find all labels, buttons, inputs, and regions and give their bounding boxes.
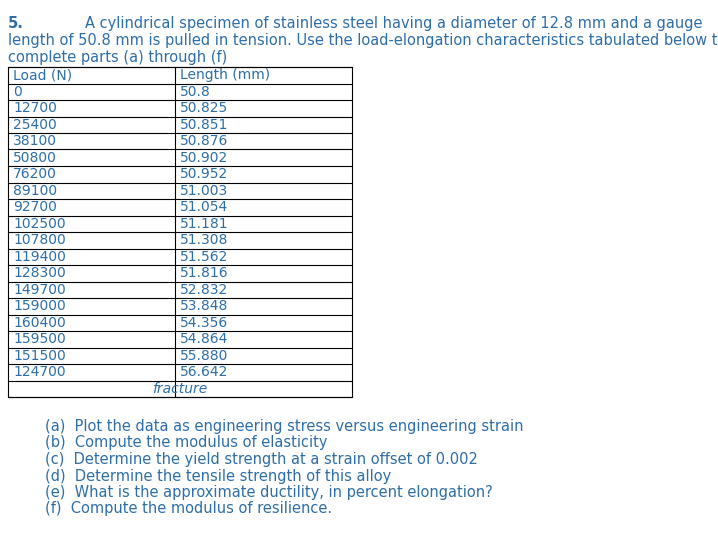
Text: 92700: 92700: [13, 200, 57, 214]
Text: 56.642: 56.642: [180, 365, 228, 379]
Text: 54.356: 54.356: [180, 316, 228, 330]
Text: 50.902: 50.902: [180, 151, 228, 165]
Text: 51.181: 51.181: [180, 217, 228, 231]
Text: 128300: 128300: [13, 266, 66, 280]
Text: Length (mm): Length (mm): [180, 68, 270, 82]
Text: (c)  Determine the yield strength at a strain offset of 0.002: (c) Determine the yield strength at a st…: [45, 452, 478, 467]
Text: 53.848: 53.848: [180, 299, 228, 313]
Text: 89100: 89100: [13, 184, 57, 198]
Text: 5.: 5.: [8, 16, 24, 31]
Text: 51.003: 51.003: [180, 184, 228, 198]
Text: 25400: 25400: [13, 118, 57, 132]
Bar: [8, 67, 352, 397]
Text: 119400: 119400: [13, 250, 66, 264]
Text: (d)  Determine the tensile strength of this alloy: (d) Determine the tensile strength of th…: [45, 469, 391, 484]
Text: 159000: 159000: [13, 299, 66, 313]
Text: 12700: 12700: [13, 101, 57, 115]
Text: 38100: 38100: [13, 134, 57, 148]
Text: 159500: 159500: [13, 332, 66, 346]
Text: (b)  Compute the modulus of elasticity: (b) Compute the modulus of elasticity: [45, 436, 327, 451]
Text: 160400: 160400: [13, 316, 66, 330]
Text: A cylindrical specimen of stainless steel having a diameter of 12.8 mm and a gau: A cylindrical specimen of stainless stee…: [85, 16, 702, 31]
Text: 107800: 107800: [13, 233, 66, 247]
Text: 102500: 102500: [13, 217, 65, 231]
Text: length of 50.8 mm is pulled in tension. Use the load-elongation characteristics : length of 50.8 mm is pulled in tension. …: [8, 33, 718, 48]
Text: 51.816: 51.816: [180, 266, 228, 280]
Text: 50800: 50800: [13, 151, 57, 165]
Text: (a)  Plot the data as engineering stress versus engineering strain: (a) Plot the data as engineering stress …: [45, 419, 523, 434]
Text: 51.054: 51.054: [180, 200, 228, 214]
Text: (e)  What is the approximate ductility, in percent elongation?: (e) What is the approximate ductility, i…: [45, 485, 493, 500]
Text: 50.876: 50.876: [180, 134, 228, 148]
Text: 149700: 149700: [13, 283, 66, 297]
Text: 51.562: 51.562: [180, 250, 228, 264]
Text: 52.832: 52.832: [180, 283, 228, 297]
Text: 124700: 124700: [13, 365, 65, 379]
Text: 50.8: 50.8: [180, 85, 211, 99]
Text: complete parts (a) through (f): complete parts (a) through (f): [8, 50, 228, 65]
Text: 50.952: 50.952: [180, 167, 228, 181]
Text: 55.880: 55.880: [180, 349, 228, 363]
Text: 0: 0: [13, 85, 22, 99]
Text: 51.308: 51.308: [180, 233, 228, 247]
Text: 151500: 151500: [13, 349, 66, 363]
Text: (f)  Compute the modulus of resilience.: (f) Compute the modulus of resilience.: [45, 502, 332, 517]
Text: Load (N): Load (N): [13, 68, 72, 82]
Text: fracture: fracture: [152, 382, 208, 396]
Text: 50.851: 50.851: [180, 118, 228, 132]
Text: 76200: 76200: [13, 167, 57, 181]
Text: 54.864: 54.864: [180, 332, 228, 346]
Text: 50.825: 50.825: [180, 101, 228, 115]
